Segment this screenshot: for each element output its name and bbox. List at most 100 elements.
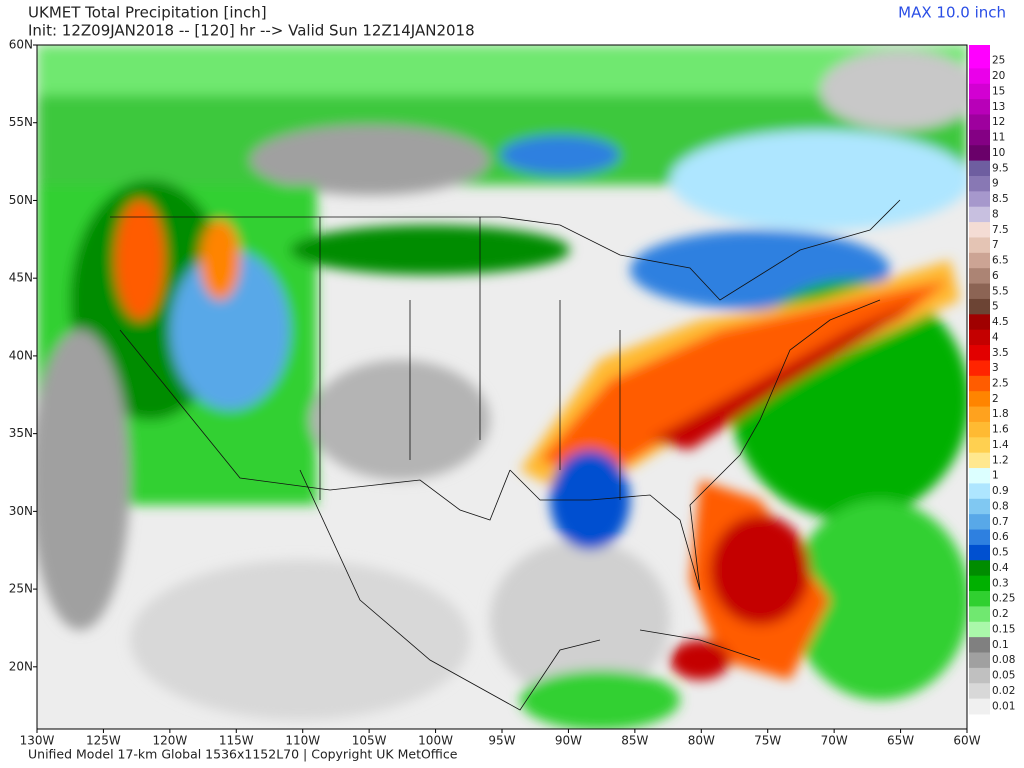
colorbar-label: 0.6	[992, 531, 1009, 543]
colorbar-label: 0.05	[992, 670, 1015, 682]
x-tick-label: 105W	[352, 734, 387, 748]
colorbar-swatch	[969, 345, 990, 361]
colorbar-label: 2.5	[992, 378, 1009, 390]
colorbar-label: 1.2	[992, 454, 1009, 466]
colorbar-swatch	[969, 68, 990, 85]
colorbar-swatch	[969, 83, 990, 100]
colorbar-label: 7.5	[992, 224, 1009, 236]
y-tick-label: 20N	[9, 659, 33, 673]
x-tick-label: 100W	[418, 734, 453, 748]
colorbar-label: 0.7	[992, 516, 1009, 528]
colorbar-label: 2	[992, 393, 999, 405]
colorbar-label: 3	[992, 362, 999, 374]
colorbar-label: 0.8	[992, 500, 1009, 512]
y-tick-label: 55N	[9, 115, 33, 129]
colorbar-swatch	[969, 314, 990, 331]
colorbar-swatch	[969, 53, 990, 69]
x-tick-label: 110W	[285, 734, 320, 748]
colorbar-label: 4.5	[992, 316, 1009, 328]
x-tick-label: 75W	[754, 734, 781, 748]
colorbar-label: 1.4	[992, 439, 1009, 451]
x-tick-label: 85W	[621, 734, 648, 748]
y-tick-label: 30N	[9, 504, 33, 518]
colorbar-label: 0.1	[992, 639, 1009, 651]
precip-map	[37, 45, 967, 729]
colorbar-swatch	[969, 222, 990, 238]
colorbar-label: 0.01	[992, 700, 1015, 712]
footer: Unified Model 17-km Global 1536x1152L70 …	[28, 747, 458, 762]
colorbar-swatch	[969, 268, 990, 285]
x-tick-label: 115W	[219, 734, 254, 748]
x-tick-label: 125W	[86, 734, 121, 748]
colorbar-label: 0.08	[992, 654, 1015, 666]
colorbar-swatch	[969, 683, 990, 700]
colorbar-label: 5.5	[992, 285, 1009, 297]
colorbar-swatch	[969, 468, 990, 484]
colorbar-label: 10	[992, 147, 1005, 159]
colorbar-swatch	[969, 129, 990, 146]
colorbar-label: 0.9	[992, 485, 1009, 497]
colorbar-swatch	[969, 606, 990, 623]
colorbar-swatch	[969, 544, 990, 561]
colorbar-label: 12	[992, 116, 1005, 128]
colorbar-swatch	[969, 145, 990, 162]
colorbar-swatch	[969, 575, 990, 592]
colorbar-swatch	[969, 99, 990, 115]
y-tick-label: 50N	[9, 193, 33, 207]
colorbar-swatch	[969, 498, 990, 515]
colorbar-label: 1	[992, 470, 999, 482]
x-tick-label: 80W	[688, 734, 715, 748]
colorbar-swatch	[969, 191, 990, 208]
colorbar-swatch	[969, 667, 990, 684]
title: UKMET Total Precipitation [inch]	[28, 4, 267, 22]
y-tick-label: 60N	[9, 38, 33, 52]
colorbar-label: 3.5	[992, 347, 1009, 359]
colorbar-swatch	[969, 375, 990, 392]
colorbar-swatch	[969, 637, 990, 654]
x-tick-label: 120W	[152, 734, 187, 748]
x-tick-label: 130W	[20, 734, 55, 748]
colorbar-swatch	[969, 452, 990, 469]
colorbar-swatch	[969, 114, 990, 131]
x-tick-label: 65W	[887, 734, 914, 748]
colorbar-swatch	[969, 652, 990, 669]
y-tick-label: 40N	[9, 348, 33, 362]
colorbar-label: 9.5	[992, 162, 1009, 174]
colorbar-label: 0.2	[992, 608, 1009, 620]
colorbar-swatch	[969, 698, 990, 715]
colorbar-swatch	[969, 591, 990, 607]
colorbar-label: 0.15	[992, 623, 1015, 635]
colorbar-swatch	[969, 560, 990, 577]
colorbar-label: 0.3	[992, 577, 1009, 589]
colorbar-swatch	[969, 237, 990, 254]
colorbar-label: 11	[992, 132, 1005, 144]
max-label: MAX 10.0 inch	[898, 4, 1006, 22]
colorbar-label: 0.5	[992, 547, 1009, 559]
colorbar-swatch	[969, 298, 990, 315]
colorbar-swatch	[969, 360, 990, 377]
colorbar-cap	[969, 45, 990, 53]
colorbar-swatch	[969, 437, 990, 454]
colorbar-label: 5	[992, 301, 999, 313]
colorbar-label: 0.25	[992, 593, 1015, 605]
colorbar-swatch	[969, 483, 990, 500]
colorbar-label: 20	[992, 70, 1005, 82]
colorbar-swatch	[969, 621, 990, 638]
colorbar-label: 4	[992, 331, 999, 343]
colorbar-label: 9	[992, 178, 999, 190]
subtitle: Init: 12Z09JAN2018 -- [120] hr --> Valid…	[28, 22, 475, 40]
colorbar-label: 8	[992, 208, 999, 220]
colorbar-swatch	[969, 283, 990, 300]
colorbar-swatch	[969, 206, 990, 223]
colorbar-swatch	[969, 514, 990, 531]
x-tick-label: 60W	[953, 734, 980, 748]
colorbar-swatch	[969, 529, 990, 546]
colorbar-swatch	[969, 329, 990, 346]
colorbar-swatch	[969, 421, 990, 438]
colorbar-label: 25	[992, 55, 1005, 67]
colorbar-label: 1.6	[992, 424, 1009, 436]
colorbar-swatch	[969, 252, 990, 269]
colorbar-swatch	[969, 160, 990, 177]
colorbar: 252015131211109.598.587.576.565.554.543.…	[969, 45, 1015, 715]
